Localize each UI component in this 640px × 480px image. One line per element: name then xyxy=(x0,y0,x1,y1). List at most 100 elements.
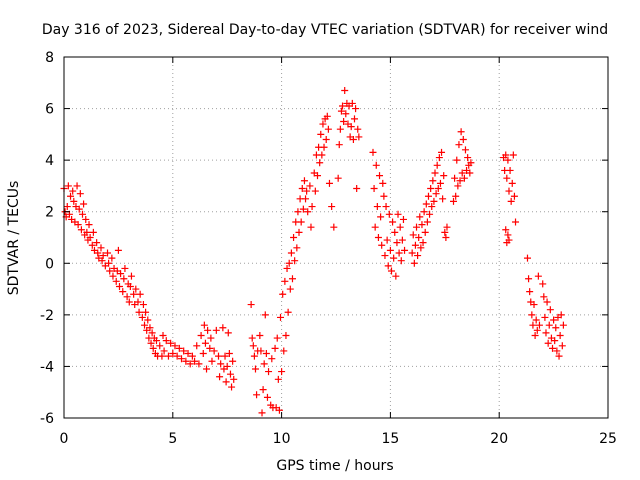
data-point xyxy=(376,172,384,180)
data-point xyxy=(443,223,451,231)
data-point xyxy=(175,344,183,352)
data-point xyxy=(415,234,423,241)
data-point xyxy=(210,347,218,355)
data-point xyxy=(369,148,377,156)
data-point xyxy=(134,298,142,306)
data-point xyxy=(127,272,135,280)
data-point xyxy=(540,293,548,301)
data-point xyxy=(146,324,154,332)
data-point xyxy=(135,308,143,316)
data-point xyxy=(214,352,222,360)
data-point xyxy=(144,316,152,324)
data-point xyxy=(401,246,409,254)
data-point xyxy=(109,272,117,280)
data-point xyxy=(461,146,469,154)
data-point xyxy=(391,228,399,236)
data-point xyxy=(67,192,75,200)
data-point xyxy=(320,143,328,151)
data-point xyxy=(431,169,439,177)
data-point xyxy=(195,360,203,368)
data-point xyxy=(93,239,101,247)
x-tick-label: 20 xyxy=(490,431,508,447)
data-point xyxy=(427,185,435,193)
data-point xyxy=(530,301,538,309)
data-point xyxy=(306,182,314,190)
data-point xyxy=(539,280,547,288)
data-point xyxy=(543,298,551,306)
data-point xyxy=(370,185,378,193)
data-point xyxy=(316,159,324,167)
data-point xyxy=(206,344,214,352)
data-point xyxy=(85,221,93,229)
x-tick-label: 15 xyxy=(381,431,399,447)
data-point xyxy=(383,236,391,244)
data-point xyxy=(73,182,81,190)
data-point xyxy=(169,350,177,358)
data-point xyxy=(94,249,102,257)
data-point xyxy=(126,282,134,290)
x-axis-label: GPS time / hours xyxy=(276,458,393,474)
data-point xyxy=(288,275,296,283)
x-tick-label: 10 xyxy=(273,431,291,447)
data-point xyxy=(228,383,236,391)
data-point xyxy=(436,179,444,187)
data-point xyxy=(550,316,558,324)
data-point xyxy=(430,197,438,205)
data-point xyxy=(508,179,516,187)
data-point xyxy=(204,326,212,334)
data-point xyxy=(311,187,319,195)
data-point xyxy=(386,246,394,254)
y-tick-label: 6 xyxy=(45,102,54,118)
data-point xyxy=(456,177,464,185)
data-point xyxy=(249,342,257,350)
data-point xyxy=(293,244,301,252)
y-tick-label: 2 xyxy=(45,205,54,221)
data-point xyxy=(466,169,474,177)
x-tick-label: 25 xyxy=(599,431,617,447)
data-point xyxy=(197,331,205,339)
data-point xyxy=(253,391,261,399)
data-point xyxy=(454,182,462,190)
data-point xyxy=(69,187,77,195)
data-point xyxy=(355,133,363,141)
data-point xyxy=(119,288,127,296)
data-point xyxy=(377,213,385,221)
data-point xyxy=(429,177,437,185)
data-point xyxy=(340,117,348,125)
data-point xyxy=(217,360,225,368)
data-point xyxy=(251,365,259,373)
data-point xyxy=(149,344,157,352)
data-point xyxy=(467,159,475,167)
data-point xyxy=(408,249,416,257)
data-point xyxy=(300,177,308,185)
data-point xyxy=(138,313,146,321)
data-point xyxy=(201,339,209,347)
data-point xyxy=(382,203,390,211)
data-point xyxy=(275,406,283,414)
data-point xyxy=(442,234,450,241)
data-point xyxy=(439,195,447,203)
plot-frame xyxy=(63,56,609,419)
data-point xyxy=(98,257,106,265)
data-point xyxy=(384,262,392,270)
data-point xyxy=(259,386,267,394)
data-point xyxy=(393,239,401,247)
data-point xyxy=(534,272,542,280)
data-point xyxy=(136,290,144,298)
data-point xyxy=(247,301,255,309)
data-point xyxy=(203,365,211,373)
data-point xyxy=(553,347,561,355)
data-point xyxy=(374,234,382,241)
x-axis-ticks: 0 5 10 15 20 25 xyxy=(60,57,617,447)
data-point xyxy=(221,352,229,360)
data-point xyxy=(216,373,224,381)
data-point xyxy=(424,192,432,200)
data-point xyxy=(555,352,563,360)
data-point xyxy=(337,107,345,115)
data-point xyxy=(188,352,196,360)
data-point xyxy=(278,368,286,376)
data-point xyxy=(544,339,552,347)
data-point xyxy=(325,179,333,187)
data-point xyxy=(559,321,567,329)
data-point xyxy=(353,185,361,193)
